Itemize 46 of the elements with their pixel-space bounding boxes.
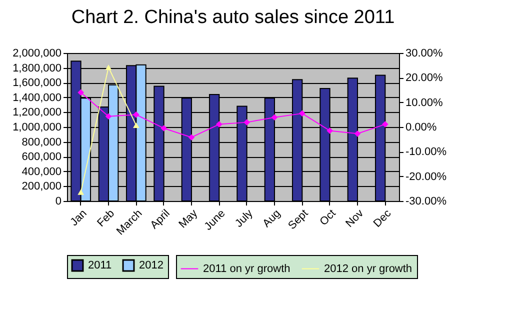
y-tick-label: 800,000 <box>22 136 62 148</box>
y2-tick-label: 10.00% <box>406 96 444 109</box>
x-tick-label: Nov <box>344 207 366 230</box>
y-tick-label: 1,200,000 <box>12 106 62 119</box>
point <box>216 121 222 128</box>
point <box>244 119 250 126</box>
point <box>326 128 333 134</box>
legend-label: 2012 <box>139 260 164 272</box>
y-tick-label: 1,400,000 <box>12 92 62 104</box>
point <box>354 130 361 137</box>
y2-tick-label: 20.00% <box>406 72 444 84</box>
point <box>382 121 388 128</box>
x-tick-label: July <box>233 207 256 230</box>
x-tick-label: Aug <box>260 208 283 230</box>
x-tick-label: May <box>176 207 200 231</box>
y-tick-label: 200,000 <box>22 180 62 193</box>
x-tick-label: Oct <box>318 208 338 228</box>
point <box>78 89 84 96</box>
x-tick-label: Feb <box>95 208 117 230</box>
legend-label: 2011 on yr growth <box>203 262 290 275</box>
chart-title: Chart 2. China's auto sales since 2011 <box>71 7 395 28</box>
y-tick-label: 1,000,000 <box>12 122 62 134</box>
point <box>160 125 167 132</box>
point <box>271 114 278 121</box>
point <box>105 64 112 70</box>
y2-tick-label: -20.00% <box>406 170 447 183</box>
point <box>133 112 140 118</box>
y-tick-label: 400,000 <box>22 166 62 178</box>
point <box>133 122 140 128</box>
y-tick-label: 1,600,000 <box>12 77 62 90</box>
point <box>105 113 112 120</box>
y-tick-label: 600,000 <box>22 151 62 164</box>
y-tick-label: 2,000,000 <box>12 48 62 60</box>
legend-label: 2012 on yr growth <box>324 262 412 275</box>
y2-tick-label: -10.00% <box>406 146 447 158</box>
point <box>78 189 84 195</box>
y2-tick-label: 30.00% <box>406 48 444 60</box>
point <box>188 134 195 141</box>
x-tick-label: Jan <box>68 208 90 229</box>
x-tick-label: Dec <box>371 207 394 230</box>
y2-tick-label: -30.00% <box>406 196 447 208</box>
legend-label: 2011 <box>88 260 112 272</box>
y-tick-label: 0 <box>55 196 62 208</box>
y2-tick-label: 0.00% <box>406 122 437 134</box>
y-tick-label: 1,800,000 <box>12 62 62 74</box>
point <box>299 110 306 117</box>
